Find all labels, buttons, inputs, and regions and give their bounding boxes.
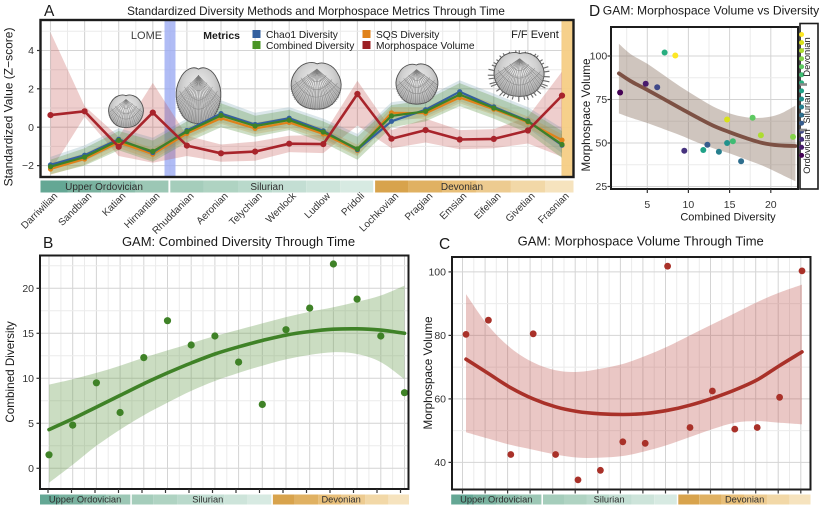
- svg-text:Silurian: Silurian: [250, 182, 283, 193]
- svg-text:C: C: [439, 236, 450, 253]
- svg-text:40: 40: [434, 457, 446, 469]
- svg-text:Upper Ordovician: Upper Ordovician: [65, 182, 143, 193]
- svg-text:Devonian: Devonian: [321, 495, 360, 505]
- svg-text:Silurian: Silurian: [594, 495, 625, 505]
- svg-text:75: 75: [596, 94, 608, 106]
- svg-text:25: 25: [596, 181, 608, 193]
- svg-text:Devonian: Devonian: [802, 37, 812, 76]
- svg-text:20: 20: [22, 283, 34, 295]
- svg-text:Standardized Value (Z−score): Standardized Value (Z−score): [2, 28, 16, 187]
- svg-text:Silurian: Silurian: [192, 495, 223, 505]
- svg-text:SQS Diversity: SQS Diversity: [376, 30, 440, 41]
- svg-text:Upper Ordovician: Upper Ordovician: [460, 495, 532, 505]
- svg-text:Devonian: Devonian: [725, 495, 764, 505]
- svg-text:A: A: [44, 3, 55, 20]
- svg-text:Sandbian: Sandbian: [57, 191, 95, 229]
- svg-text:Aeronian: Aeronian: [195, 191, 231, 227]
- svg-text:10: 10: [683, 199, 695, 211]
- svg-text:Standardized Diversity Methods: Standardized Diversity Methods and Morph…: [127, 5, 505, 18]
- svg-text:GAM: Morphospace Volume vs Div: GAM: Morphospace Volume vs Diversity: [603, 4, 820, 18]
- svg-text:Givetian: Givetian: [504, 191, 538, 225]
- svg-text:Ludlow: Ludlow: [303, 190, 334, 221]
- svg-text:Frasnian: Frasnian: [536, 191, 571, 226]
- svg-text:Combined Diversity: Combined Diversity: [680, 212, 776, 224]
- svg-text:Chao1 Diversity: Chao1 Diversity: [266, 30, 339, 41]
- svg-text:Telychian: Telychian: [227, 191, 264, 228]
- svg-text:10: 10: [22, 373, 34, 385]
- svg-text:4: 4: [28, 45, 34, 57]
- svg-text:B: B: [43, 235, 53, 252]
- svg-text:Katian: Katian: [101, 191, 129, 219]
- svg-text:80: 80: [434, 330, 446, 342]
- svg-text:0: 0: [28, 122, 34, 134]
- svg-text:100: 100: [428, 267, 446, 279]
- svg-text:60: 60: [434, 394, 446, 406]
- svg-text:15: 15: [724, 199, 736, 211]
- svg-text:Metrics: Metrics: [203, 30, 240, 42]
- svg-text:Silurian: Silurian: [802, 92, 812, 123]
- svg-text:LOME: LOME: [131, 30, 162, 42]
- svg-text:Morphospace Volume: Morphospace Volume: [422, 316, 435, 429]
- svg-text:GAM: Combined Diversity Throug: GAM: Combined Diversity Through Time: [122, 234, 355, 249]
- svg-text:100: 100: [590, 51, 608, 63]
- svg-text:20: 20: [765, 199, 777, 211]
- svg-text:Devonian: Devonian: [441, 182, 483, 193]
- svg-text:GAM: Morphospace Volume Throug: GAM: Morphospace Volume Through Time: [518, 234, 764, 249]
- svg-text:Morphospace Volume: Morphospace Volume: [376, 41, 475, 52]
- svg-text:50: 50: [596, 138, 608, 150]
- svg-text:Ordovician: Ordovician: [802, 129, 812, 173]
- svg-text:Pragian: Pragian: [403, 191, 435, 223]
- svg-text:Combined Diversity: Combined Diversity: [266, 41, 355, 52]
- svg-text:Morphospace Volume: Morphospace Volume: [580, 58, 593, 171]
- svg-text:Upper Ordovician: Upper Ordovician: [49, 495, 121, 505]
- svg-text:−2: −2: [22, 160, 34, 172]
- svg-text:Combined Diversity: Combined Diversity: [4, 321, 17, 422]
- svg-text:2: 2: [28, 83, 34, 95]
- svg-text:F/F Event: F/F Event: [511, 29, 559, 41]
- svg-text:15: 15: [22, 328, 34, 340]
- svg-text:Pridoli: Pridoli: [340, 191, 367, 218]
- svg-text:Eifelian: Eifelian: [472, 191, 503, 222]
- svg-text:Darriwilian: Darriwilian: [19, 191, 60, 232]
- svg-text:0: 0: [28, 463, 34, 475]
- svg-text:Emsian: Emsian: [438, 191, 469, 222]
- svg-text:5: 5: [644, 199, 650, 211]
- svg-text:Wenlock: Wenlock: [264, 190, 299, 225]
- svg-text:D: D: [589, 3, 600, 20]
- svg-text:5: 5: [28, 418, 34, 430]
